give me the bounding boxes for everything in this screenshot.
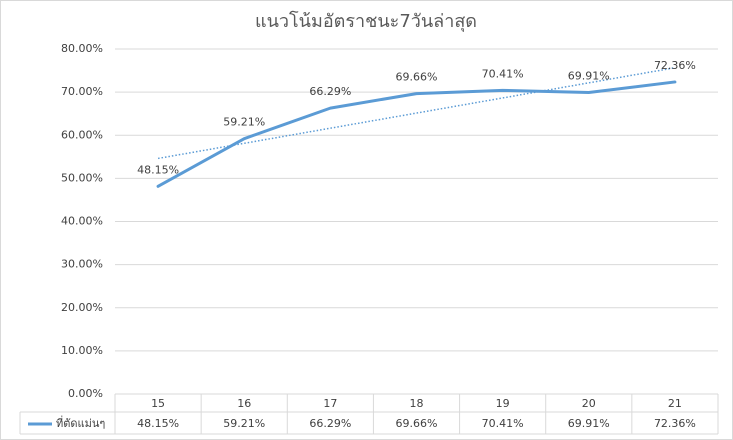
- y-tick-label: 20.00%: [61, 301, 103, 314]
- data-label: 48.15%: [137, 163, 179, 176]
- y-tick-label: 60.00%: [61, 128, 103, 141]
- y-tick-label: 30.00%: [61, 258, 103, 271]
- table-value: 59.21%: [223, 417, 265, 430]
- data-label: 72.36%: [654, 59, 696, 72]
- y-tick-label: 10.00%: [61, 344, 103, 357]
- data-label: 69.91%: [568, 70, 610, 83]
- y-tick-label: 0.00%: [68, 387, 103, 400]
- chart-title: แนวโน้มอัตราชนะ7วันล่าสุด: [255, 10, 477, 32]
- y-tick-label: 50.00%: [61, 171, 103, 184]
- x-tick-label: 16: [237, 397, 251, 410]
- x-tick-label: 15: [151, 397, 165, 410]
- table-value: 70.41%: [482, 417, 524, 430]
- y-tick-label: 80.00%: [61, 42, 103, 55]
- table-value: 66.29%: [309, 417, 351, 430]
- table-value: 72.36%: [654, 417, 696, 430]
- legend-label: ที่ตัดแม่นๆ: [56, 415, 105, 430]
- x-tick-label: 17: [323, 397, 337, 410]
- data-label: 69.66%: [396, 71, 438, 84]
- x-tick-label: 21: [668, 397, 682, 410]
- data-label: 70.41%: [482, 67, 524, 80]
- x-tick-label: 20: [582, 397, 596, 410]
- data-label: 59.21%: [223, 116, 265, 129]
- data-label: 66.29%: [309, 85, 351, 98]
- table-value: 69.66%: [396, 417, 438, 430]
- x-tick-label: 18: [410, 397, 424, 410]
- x-tick-label: 19: [496, 397, 510, 410]
- y-tick-label: 70.00%: [61, 85, 103, 98]
- data-line: [156, 80, 677, 188]
- table-value: 48.15%: [137, 417, 179, 430]
- y-tick-label: 40.00%: [61, 215, 103, 228]
- table-value: 69.91%: [568, 417, 610, 430]
